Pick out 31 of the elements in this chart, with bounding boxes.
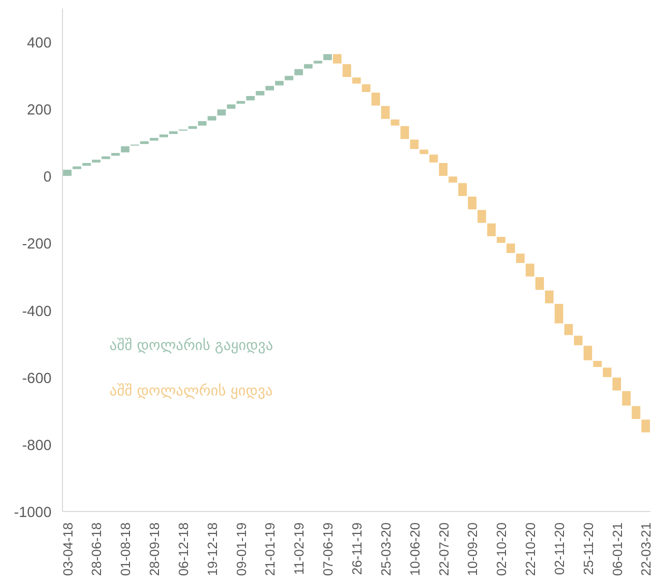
- x-tick-label: 06-01-21: [610, 522, 625, 576]
- x-tick-label: 10-09-20: [465, 522, 480, 576]
- y-tick-label: -1000: [14, 505, 52, 521]
- x-tick-label: 02-11-20: [552, 522, 567, 575]
- y-tick-label: -200: [22, 236, 52, 253]
- x-tick-label: 25-03-20: [378, 522, 394, 576]
- x-tick-label: 22-07-20: [436, 522, 452, 576]
- x-tick-label: 07-06-19: [320, 522, 336, 576]
- x-tick-label: 28-06-18: [89, 522, 104, 576]
- x-tick-label: 06-12-18: [176, 522, 191, 576]
- annotation: აშშ დოლარის გაყიდვა: [110, 337, 274, 354]
- y-tick-label: -400: [22, 304, 52, 320]
- y-tick-label: 0: [43, 170, 52, 186]
- x-tick-label: 10-06-20: [407, 522, 422, 576]
- x-tick-label: 21-01-19: [262, 522, 278, 576]
- x-tick-label: 26-11-19: [350, 522, 364, 575]
- x-tick-label: 02-10-20: [494, 522, 510, 576]
- x-tick-label: 09-01-19: [234, 522, 249, 576]
- x-tick-label: 03-04-18: [60, 522, 76, 576]
- x-tick-label: 22-03-21: [638, 522, 654, 576]
- y-tick-label: -800: [22, 438, 52, 454]
- x-tick-label: 25-11-20: [580, 522, 596, 575]
- y-tick-label: 400: [27, 36, 52, 52]
- x-tick-label: 11-02-19: [292, 522, 307, 575]
- x-tick-label: 19-12-18: [204, 522, 220, 576]
- annotation: აშშ დოლალრის ყიდვა: [110, 382, 273, 400]
- y-tick-label: 200: [27, 102, 52, 119]
- x-tick-label: 22-10-20: [523, 522, 538, 576]
- x-tick-label: 28-09-18: [147, 522, 162, 576]
- x-tick-label: 01-08-18: [118, 522, 134, 576]
- y-tick-label: -600: [22, 370, 52, 387]
